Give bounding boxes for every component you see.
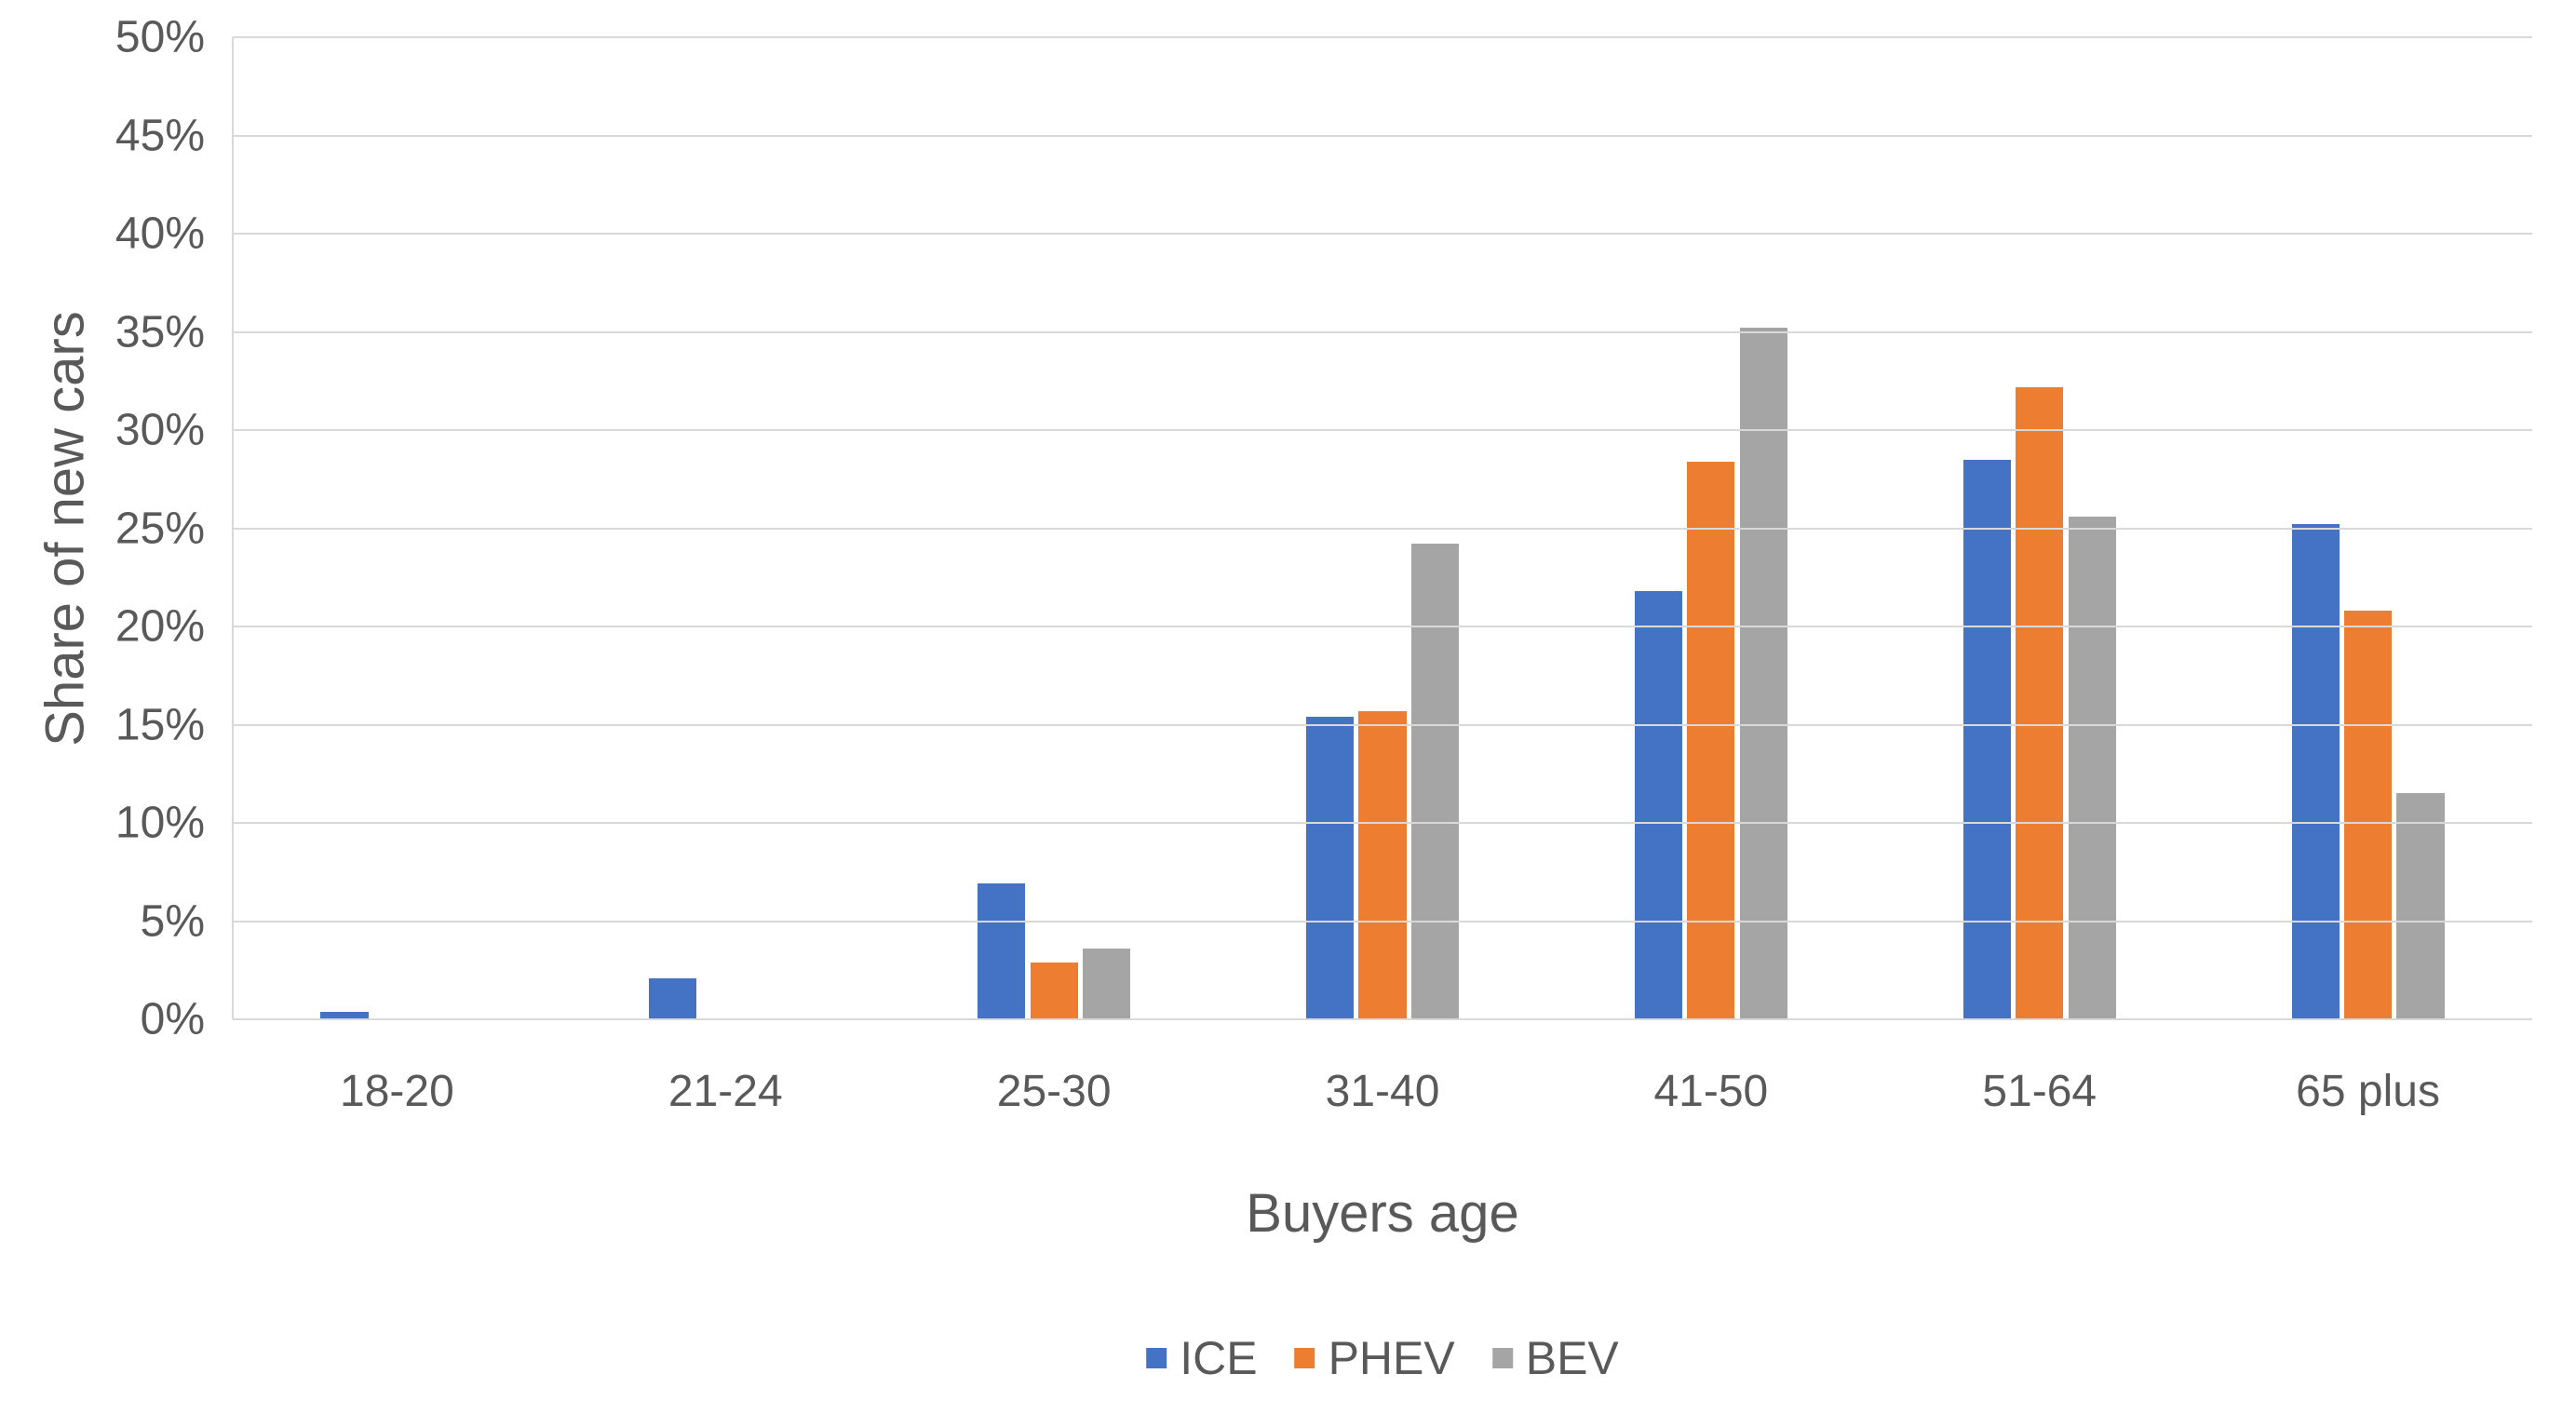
gridline	[233, 233, 2532, 235]
legend-label: BEV	[1526, 1331, 1619, 1385]
bar	[1031, 963, 1078, 1019]
y-tick-label: 50%	[0, 12, 205, 63]
bar	[2344, 611, 2392, 1019]
legend-label: PHEV	[1328, 1331, 1455, 1385]
legend-item: PHEV	[1295, 1331, 1455, 1385]
y-tick-label: 25%	[0, 503, 205, 554]
y-tick-label: 15%	[0, 699, 205, 750]
y-tick-label: 40%	[0, 209, 205, 260]
x-tick-label: 21-24	[668, 1066, 783, 1117]
bar	[1358, 711, 1406, 1019]
bar	[1740, 328, 1787, 1019]
legend-swatch	[1146, 1348, 1167, 1368]
bar	[1083, 949, 1130, 1019]
y-tick-label: 0%	[0, 994, 205, 1045]
bar	[1411, 544, 1459, 1019]
x-axis-label: Buyers age	[1246, 1182, 1518, 1245]
legend-label: ICE	[1180, 1331, 1257, 1385]
legend-item: ICE	[1146, 1331, 1257, 1385]
chart-container: Share of new cars Buyers age ICEPHEVBEV …	[0, 0, 2576, 1414]
x-tick-label: 25-30	[997, 1066, 1112, 1117]
bar	[1963, 460, 2011, 1019]
bar	[1306, 717, 1354, 1019]
legend-item: BEV	[1492, 1331, 1619, 1385]
bar	[978, 883, 1025, 1019]
x-tick-label: 31-40	[1326, 1066, 1440, 1117]
y-tick-label: 35%	[0, 306, 205, 357]
gridline	[233, 36, 2532, 38]
gridline	[233, 1018, 2532, 1020]
gridline	[233, 822, 2532, 824]
gridline	[233, 528, 2532, 530]
bar	[2069, 517, 2116, 1019]
gridline	[233, 429, 2532, 431]
y-tick-label: 20%	[0, 601, 205, 653]
gridline	[233, 135, 2532, 137]
x-tick-label: 65 plus	[2296, 1066, 2440, 1117]
bar	[2016, 387, 2063, 1019]
bar	[2292, 524, 2340, 1019]
gridline	[233, 921, 2532, 922]
x-tick-label: 51-64	[1982, 1066, 2097, 1117]
y-tick-label: 45%	[0, 110, 205, 161]
y-tick-label: 30%	[0, 405, 205, 456]
bar	[2396, 793, 2444, 1019]
legend-swatch	[1492, 1348, 1513, 1368]
y-tick-label: 10%	[0, 798, 205, 849]
legend-swatch	[1295, 1348, 1315, 1368]
gridline	[233, 724, 2532, 726]
legend: ICE PHEV BEV	[1146, 1331, 1619, 1385]
bar	[1635, 591, 1682, 1019]
gridline	[233, 331, 2532, 333]
x-tick-label: 41-50	[1653, 1066, 1768, 1117]
bar	[649, 978, 696, 1019]
y-tick-label: 5%	[0, 896, 205, 947]
y-axis-line	[232, 37, 234, 1019]
gridline	[233, 626, 2532, 627]
x-tick-label: 18-20	[340, 1066, 454, 1117]
bar	[1687, 462, 1734, 1019]
